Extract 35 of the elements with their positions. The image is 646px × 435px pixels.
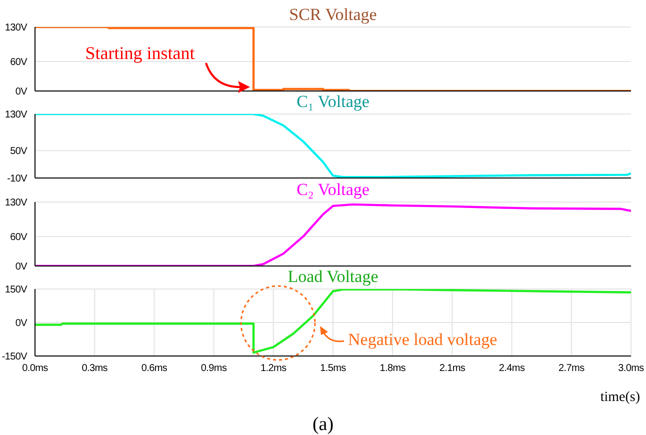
annotation: Negative load voltage — [348, 330, 498, 349]
line-series — [35, 203, 631, 266]
y-tick-label: -150V — [2, 352, 28, 363]
y-tick-label: 0V — [15, 86, 28, 98]
x-tick-label: 1.8ms — [380, 363, 406, 374]
y-tick-label: 60V — [10, 232, 28, 244]
x-tick-label: 1.5ms — [320, 363, 346, 374]
chart-title: SCR Voltage — [288, 5, 378, 25]
y-tick-label: 150V — [4, 284, 28, 296]
annotation: Starting instant — [85, 43, 195, 63]
x-axis-title: time(s) — [600, 390, 640, 406]
chart-title: Load Voltage — [286, 267, 380, 287]
x-tick-label: 0.0ms — [22, 363, 48, 374]
x-tick-label: 0.3ms — [82, 363, 108, 374]
x-tick-label: 2.7ms — [558, 363, 585, 374]
chart-title: C₂ Voltage — [296, 180, 370, 200]
y-tick-label: 0V — [15, 318, 28, 330]
y-tick-label: -10V — [7, 174, 28, 185]
x-tick-label: 2.4ms — [498, 363, 525, 374]
y-tick-label: 130V — [4, 110, 28, 121]
y-tick-label: 60V — [10, 57, 28, 68]
x-tick-label: 1.2ms — [260, 363, 287, 374]
y-tick-label: 50V — [10, 146, 28, 158]
y-tick-label: 130V — [4, 198, 28, 209]
x-tick-label: 2.1ms — [439, 363, 466, 374]
y-tick-label: 0V — [15, 262, 28, 273]
x-tick-label: 0.6ms — [141, 363, 168, 374]
text: (a) — [311, 414, 335, 435]
line-series — [35, 289, 631, 354]
x-tick-label: 3.0ms — [618, 363, 644, 374]
y-tick-label: 130V — [4, 22, 28, 34]
x-tick-label: 0.9ms — [200, 363, 227, 374]
line-series — [35, 114, 631, 178]
line-series — [35, 27, 631, 91]
chart-title: C₁ Voltage — [296, 92, 370, 112]
